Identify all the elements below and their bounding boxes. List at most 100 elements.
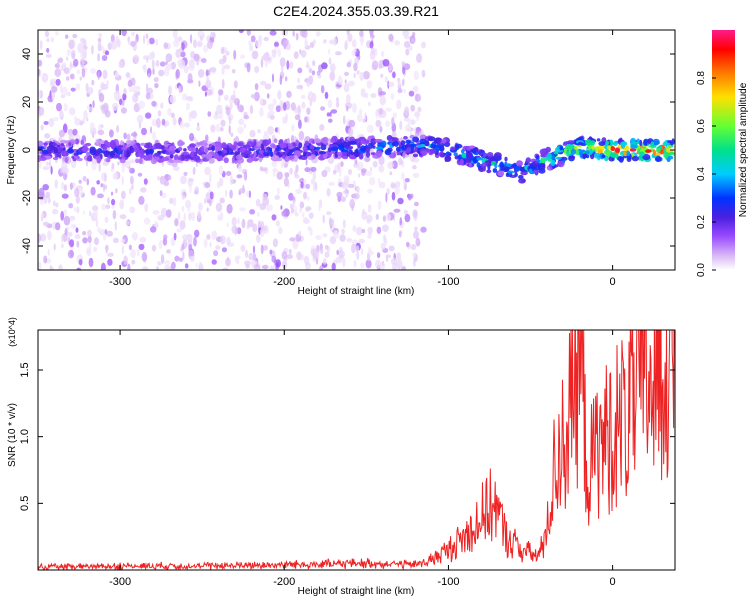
spectrogram-noise-cell [97,53,100,62]
spectrogram-noise-cell [211,230,218,240]
spectrogram-noise-cell [192,166,196,175]
spectrogram-noise-cell [348,119,356,128]
spectrogram-noise-cell [414,226,418,231]
spectrogram-ridge-cell [327,147,332,153]
spectrogram-ridge-cell [211,145,216,152]
spectrogram-ridge-cell [334,151,339,158]
spectrogram-noise-cell [348,80,355,87]
spectrogram-noise-cell [129,175,134,185]
spectrogram-noise-cell [251,50,259,60]
spectrogram-noise-cell [219,212,224,221]
spectrogram-noise-cell [282,102,287,111]
spectrogram-noise-cell [46,38,50,43]
spectrogram-noise-cell [123,88,127,95]
spectrogram-ridge-cell [196,142,204,146]
spectrogram-noise-cell [69,239,75,248]
colorbar: 0.0 0.2 0.4 0.6 0.8 Normalized spectral ampl… [696,30,749,277]
spectrogram-ridge-cell [442,138,446,144]
spectrogram-y-tick-label: 40 [21,48,33,60]
spectrogram-noise-cell [173,232,177,241]
spectrogram-noise-cell [130,40,136,47]
spectrogram-noise-cell [404,178,410,183]
spectrogram-noise-cell [101,55,108,61]
spectrogram-ridge-cell [262,139,270,147]
spectrogram-ridge-cell [410,150,414,154]
spectrogram-ridge-cell [146,154,153,161]
spectrogram-ridge-cell [56,152,62,158]
spectrogram-noise-cell [367,204,372,213]
spectrogram-noise-cell [312,60,316,67]
spectrogram-noise-cell [40,213,44,219]
spectrogram-noise-cell [175,49,182,58]
spectrogram-noise-cell [352,225,357,232]
spectrogram-noise-cell [171,162,178,168]
spectrogram-ridge-cell [169,153,174,159]
spectrogram-noise-cell [115,188,118,194]
spectrogram-noise-cell [224,189,228,198]
spectrogram-noise-cell [291,124,295,132]
spectrogram-ridge-cell [181,154,185,161]
spectrogram-noise-cell [82,231,87,236]
spectrogram-noise-cell [323,39,327,44]
spectrogram-noise-cell [72,128,78,136]
spectrogram-ridge-cell [461,153,467,158]
spectrogram-noise-cell [74,234,81,240]
spectrogram-noise-cell [353,72,356,78]
spectrogram-noise-cell [254,65,260,74]
spectrogram-ridge-cell [223,157,229,164]
spectrogram-noise-cell [41,72,49,83]
spectrogram-noise-cell [282,40,288,48]
spectrogram-noise-cell [254,91,260,102]
spectrogram-noise-cell [222,267,229,270]
spectrogram-noise-cell [393,208,401,213]
spectrogram-noise-cell [42,221,49,227]
spectrogram-noise-cell [347,169,353,175]
spectrogram-ridge-cell [506,170,515,174]
spectrogram-noise-cell [239,104,245,113]
spectrogram-noise-cell [206,75,210,83]
spectrogram-noise-cell [413,70,419,81]
spectrogram-noise-cell [111,40,118,50]
spectrogram-noise-cell [307,226,312,231]
spectrogram-noise-cell [252,245,256,254]
spectrogram-noise-cell [71,52,76,60]
spectrogram-noise-cell [88,257,94,268]
spectrogram-ridge-cell [119,158,126,164]
spectrogram-noise-cell [121,30,127,37]
spectrogram-noise-cell [199,35,204,41]
spectrogram-noise-cell [410,119,416,125]
spectrogram-noise-cell [174,218,179,227]
spectrogram-noise-cell [102,69,108,80]
spectrogram-ridge-cell [438,145,445,152]
spectrogram-noise-cell [347,127,354,137]
spectrogram-noise-cell [338,250,345,258]
spectrogram-noise-cell [53,116,59,122]
spectrogram-ridge-cell [190,151,195,158]
spectrogram-noise-cell [98,32,103,38]
spectrogram-noise-cell [308,67,312,74]
spectrogram-noise-cell [238,188,246,194]
spectrogram-ridge-cell [569,144,575,149]
spectrogram-noise-cell [215,123,221,133]
spectrogram-noise-cell [379,95,386,106]
spectrogram-noise-cell [403,209,409,215]
spectrogram-noise-cell [420,41,427,49]
spectrogram-noise-cell [197,69,205,78]
spectrogram-noise-cell [68,203,74,209]
spectrogram-noise-cell [285,76,288,82]
spectrogram-noise-cell [176,228,183,233]
spectrogram-noise-cell [415,237,421,247]
spectrogram-noise-cell [56,102,62,112]
spectrogram-noise-cell [54,68,62,77]
spectrogram-noise-cell [298,130,305,141]
spectrogram-noise-cell [90,186,96,196]
spectrogram-x-tick-label: -300 [109,276,131,288]
spectrogram-noise-cell [107,252,114,257]
spectrogram-ridge-cell [596,138,601,142]
spectrogram-noise-cell [392,71,396,79]
spectrogram-noise-cell [391,117,395,126]
spectrogram-noise-cell [63,215,71,226]
spectrogram-ridge-cell [601,154,606,158]
spectrogram-noise-cell [336,101,340,108]
spectrogram-noise-cell [155,39,159,46]
